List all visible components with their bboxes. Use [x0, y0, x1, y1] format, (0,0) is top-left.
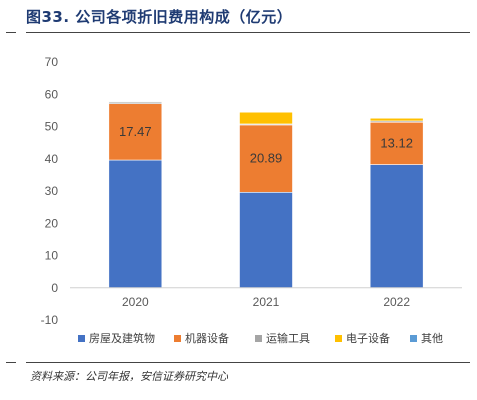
- legend-swatch-1: [174, 335, 181, 342]
- x-tick-label-2020: 2020: [122, 295, 149, 309]
- bottom-rule-short: [6, 362, 16, 363]
- x-tick-label-2022: 2022: [383, 295, 410, 309]
- y-tick-label-0: -10: [41, 313, 59, 327]
- y-tick-label-2: 10: [45, 249, 59, 263]
- bar-2021-series-4: [239, 111, 293, 113]
- bar-2020-series-0: [108, 159, 163, 289]
- y-tick-label-7: 60: [45, 87, 59, 101]
- legend-swatch-0: [78, 335, 85, 342]
- legend-label-0: 房屋及建筑物: [89, 331, 155, 345]
- y-tick-label-4: 30: [45, 184, 59, 198]
- bar-2022-series-0: [369, 164, 424, 289]
- data-label-2020: 17.47: [119, 124, 152, 139]
- y-axis: -10 0 10 20 30 40 50 60 70: [41, 55, 59, 327]
- legend-label-2: 运输工具: [266, 331, 310, 345]
- top-rule: [26, 32, 470, 33]
- y-tick-label-6: 50: [45, 120, 59, 134]
- legend-label-3: 电子设备: [346, 331, 390, 345]
- x-tick-label-2021: 2021: [253, 295, 280, 309]
- bottom-rule: [26, 362, 470, 363]
- legend-swatch-3: [335, 335, 342, 342]
- bars-group: [108, 100, 424, 289]
- data-label-2022: 13.12: [380, 135, 413, 150]
- bar-2022-series-4: [369, 117, 424, 119]
- source-note: 资料来源：公司年报，安信证券研究中心: [30, 370, 228, 383]
- bar-2020-series-1: [108, 103, 163, 161]
- top-rule-short: [6, 32, 16, 33]
- legend-swatch-2: [255, 335, 262, 342]
- bar-2021-series-1: [239, 124, 293, 193]
- y-tick-label-8: 70: [45, 55, 59, 69]
- stacked-bar-chart: -10 0 10 20 30 40 50 60 70 2020 2021 2022 17.47 20.…: [41, 55, 462, 345]
- legend-label-4: 其他: [421, 332, 443, 345]
- y-tick-label-5: 40: [45, 152, 59, 166]
- y-tick-label-3: 20: [45, 216, 59, 230]
- data-labels: 17.47 20.89 13.12: [119, 124, 413, 166]
- bar-2021-series-0: [239, 191, 293, 289]
- figure-title: 图33. 公司各项折旧费用构成（亿元）: [26, 8, 293, 26]
- legend-label-1: 机器设备: [185, 331, 229, 345]
- bar-2021-series-3: [239, 111, 293, 125]
- x-axis: 2020 2021 2022: [70, 287, 462, 309]
- bar-2020-series-4: [108, 100, 163, 102]
- y-tick-label-1: 0: [51, 281, 58, 295]
- data-label-2021: 20.89: [250, 151, 283, 166]
- legend-swatch-4: [410, 335, 417, 342]
- legend: 房屋及建筑物 机器设备 运输工具 电子设备 其他: [78, 331, 443, 345]
